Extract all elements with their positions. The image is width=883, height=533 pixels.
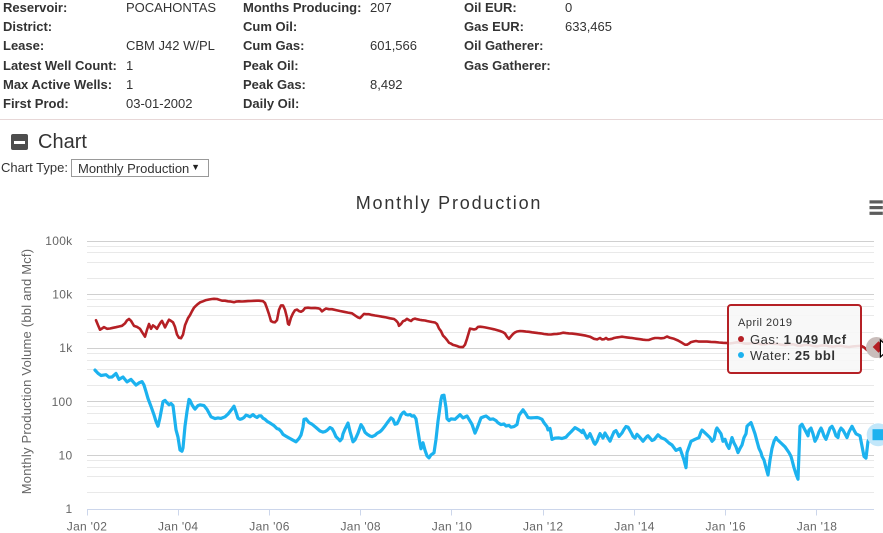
svg-text:Monthly Production Volume (bbl: Monthly Production Volume (bbl and Mcf)	[19, 249, 34, 495]
svg-text:Jan '16: Jan '16	[705, 520, 745, 533]
svg-text:1k: 1k	[59, 341, 73, 355]
svg-text:Jan '08: Jan '08	[340, 520, 380, 533]
svg-text:10k: 10k	[52, 288, 73, 302]
svg-text:Jan '14: Jan '14	[614, 520, 654, 533]
svg-text:Jan '02: Jan '02	[67, 520, 107, 533]
svg-text:Jan '04: Jan '04	[158, 520, 198, 533]
svg-text:10: 10	[59, 448, 73, 462]
svg-text:Jan '10: Jan '10	[432, 520, 472, 533]
svg-text:Jan '12: Jan '12	[523, 520, 563, 533]
svg-text:100k: 100k	[45, 234, 73, 248]
svg-text:Monthly Production: Monthly Production	[356, 193, 542, 213]
svg-text:1: 1	[66, 502, 73, 516]
svg-text:100: 100	[52, 395, 73, 409]
svg-text:Jan '06: Jan '06	[249, 520, 289, 533]
svg-text:Jan '18: Jan '18	[797, 520, 837, 533]
